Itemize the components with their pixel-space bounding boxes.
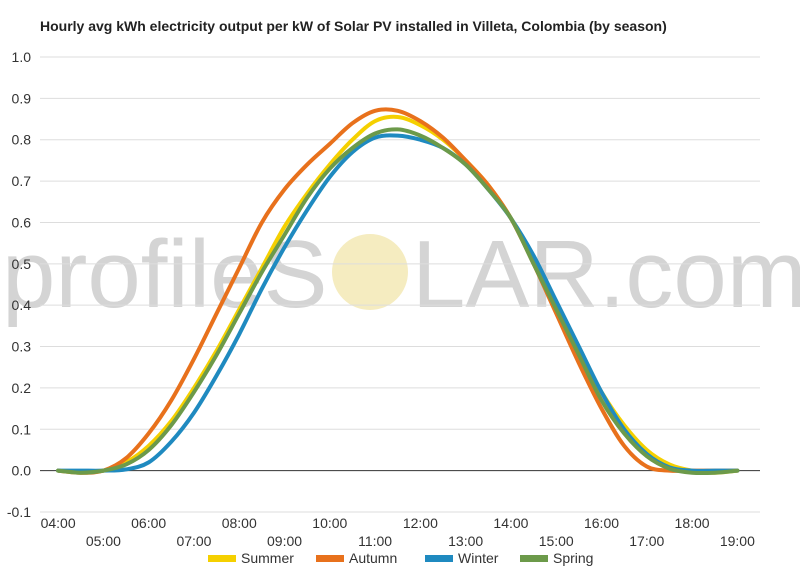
legend-label-spring: Spring [553,550,593,566]
x-tick-label: 08:00 [222,515,257,531]
x-tick-label: 10:00 [312,515,347,531]
y-tick-label: 0.4 [12,297,32,313]
legend-label-winter: Winter [458,550,499,566]
series-line-autumn [56,107,740,475]
y-tick-label: 0.6 [12,214,32,230]
legend-swatch-winter [425,555,453,562]
x-axis-ticks: 04:00 06:00 08:00 10:00 12:00 14:00 16:00 18:00… [41,515,755,549]
y-tick-label: -0.1 [7,504,31,520]
watermark-sun-icon [332,234,408,310]
watermark-text-right: LAR.com [412,221,800,328]
x-tick-label: 04:00 [41,515,76,531]
legend: Summer Autumn Winter Spring [208,550,593,566]
x-tick-label: 17:00 [629,533,664,549]
x-tick-label: 14:00 [493,515,528,531]
legend-swatch-autumn [316,555,344,562]
x-tick-label: 13:00 [448,533,483,549]
watermark: profileS LAR.com [2,221,800,328]
series-lines [56,107,740,476]
series-line-summer [56,114,740,475]
legend-swatch-summer [208,555,236,562]
x-tick-label: 11:00 [358,533,392,549]
x-tick-label: 05:00 [86,533,121,549]
gridlines [40,56,760,513]
y-tick-label: 0.2 [12,380,32,396]
chart-title: Hourly avg kWh electricity output per kW… [40,18,667,34]
x-tick-label: 06:00 [131,515,166,531]
y-tick-label: 0.1 [12,421,32,437]
x-tick-label: 07:00 [176,533,211,549]
y-tick-label: 1.0 [12,49,32,65]
y-tick-label: 0.8 [12,132,32,148]
y-axis-ticks: -0.1 0.0 0.1 0.2 0.3 0.4 0.5 0.6 0.7 0.8 0.9 1.0 [7,49,31,520]
y-tick-label: 0.0 [12,463,32,479]
x-tick-label: 19:00 [720,533,755,549]
x-tick-label: 18:00 [675,515,710,531]
x-tick-label: 12:00 [403,515,438,531]
y-tick-label: 0.7 [12,173,32,189]
legend-label-autumn: Autumn [349,550,397,566]
legend-label-summer: Summer [241,550,294,566]
x-tick-label: 09:00 [267,533,302,549]
y-tick-label: 0.9 [12,90,32,106]
x-tick-label: 15:00 [539,533,574,549]
series-line-spring [56,127,740,476]
y-tick-label: 0.3 [12,339,32,355]
legend-swatch-spring [520,555,548,562]
y-tick-label: 0.5 [12,256,32,272]
watermark-text-left: profileS [2,221,328,328]
x-tick-label: 16:00 [584,515,619,531]
series-line-winter [56,133,740,473]
